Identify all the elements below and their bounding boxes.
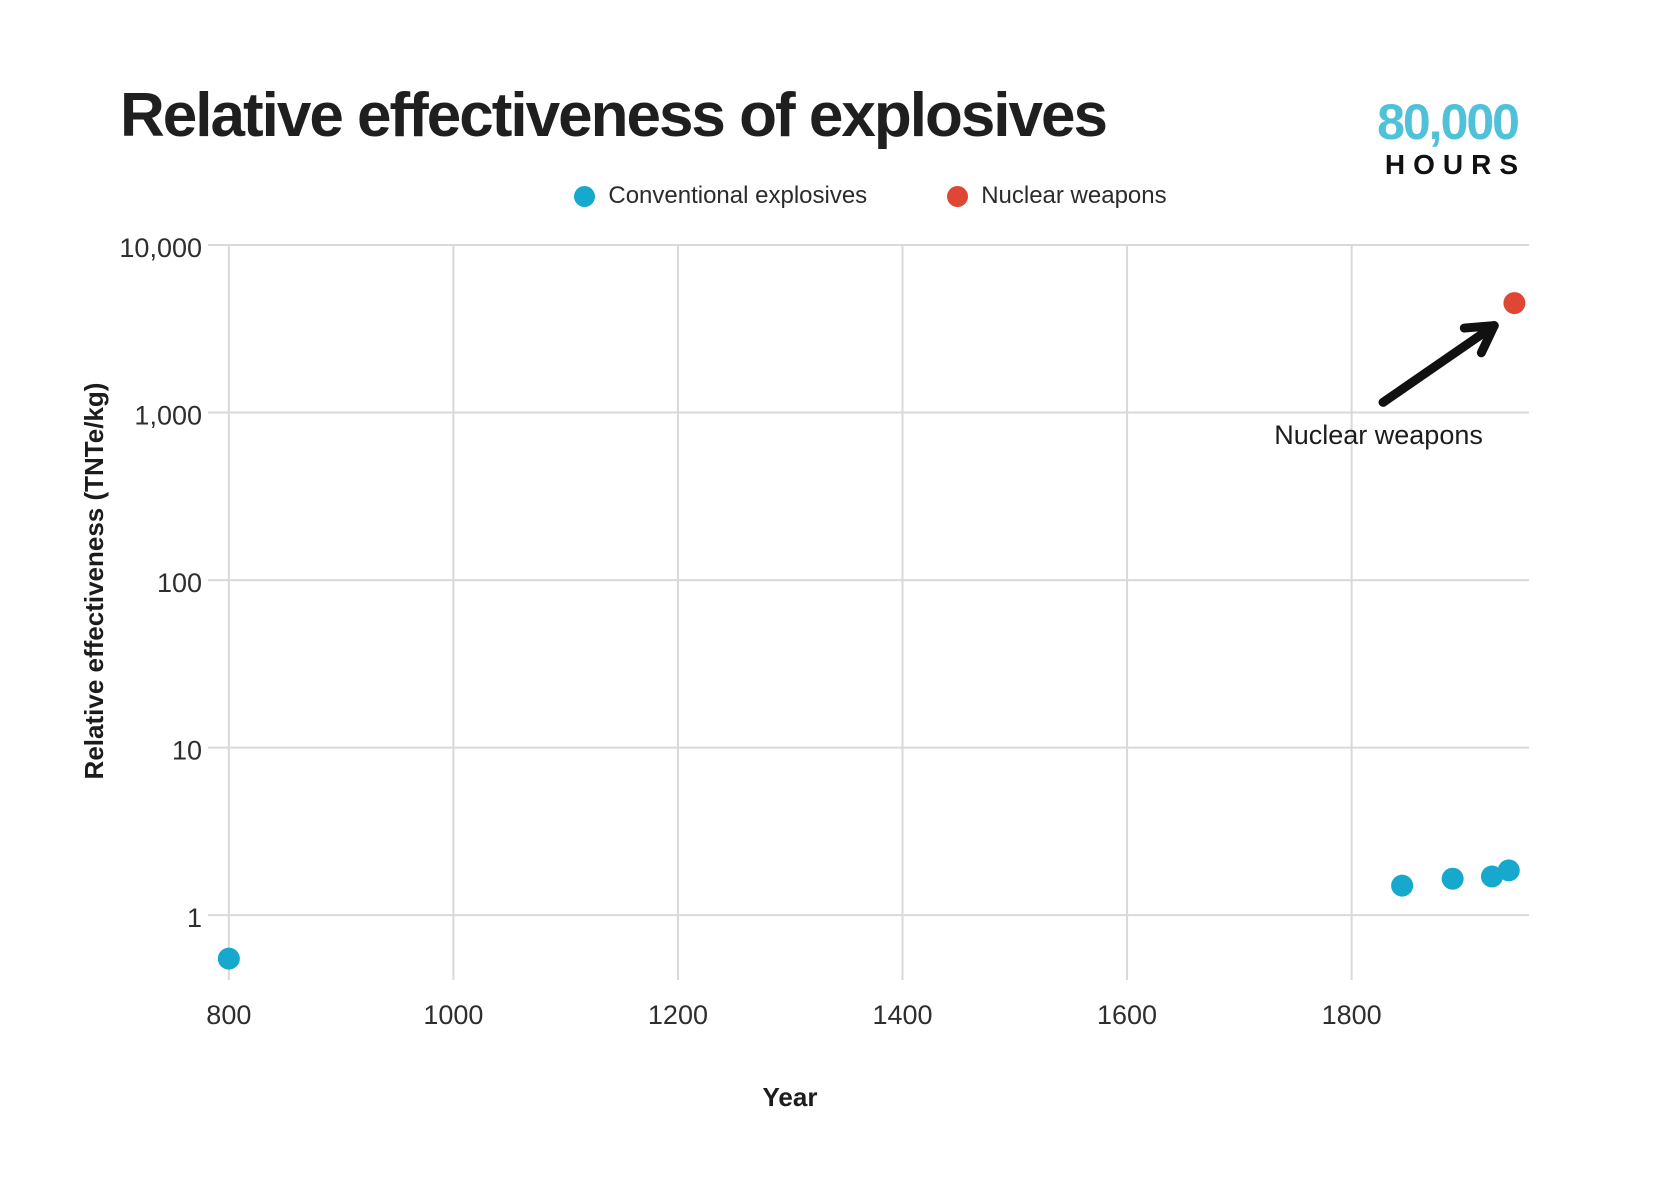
y-tick-label: 10,000	[119, 233, 202, 263]
legend-label: Conventional explosives	[608, 182, 868, 209]
annotation-label: Nuclear weapons	[1274, 420, 1483, 450]
logo-80000-text: 80,000	[1377, 94, 1520, 150]
annotation-arrowhead-icon	[1459, 321, 1499, 333]
80000-hours-logo: 80,000 HOURS	[1377, 94, 1520, 181]
chart-title: Relative effectiveness of explosives	[120, 81, 1108, 150]
data-point-conventional-explosives	[1391, 874, 1414, 897]
annotation-arrow-shaft	[1378, 321, 1499, 407]
logo-hours-text: HOURS	[1384, 148, 1526, 180]
data-point-nuclear-weapons	[1503, 292, 1526, 315]
x-tick-label: 1800	[1322, 1000, 1382, 1030]
x-tick-label: 1600	[1097, 1000, 1157, 1030]
data-point-conventional-explosives	[1441, 867, 1464, 890]
legend-item-conventional-explosives: Conventional explosives	[574, 182, 867, 210]
data-point-conventional-explosives	[1497, 859, 1520, 882]
legend-item-nuclear-weapons: Nuclear weapons	[947, 182, 1167, 210]
y-tick-label: 10	[172, 736, 202, 766]
y-tick-label: 1	[187, 903, 202, 933]
data-point-conventional-explosives	[217, 947, 240, 970]
data-point-conventional-explosives	[1480, 865, 1503, 888]
y-tick-label: 1,000	[134, 401, 202, 431]
x-tick-label: 1000	[423, 1000, 483, 1030]
x-tick-label: 1400	[872, 1000, 932, 1030]
y-tick-label: 100	[157, 568, 202, 598]
chart-legend: Conventional explosives Nuclear weapons	[212, 182, 1529, 210]
x-axis-title: Year	[763, 1082, 818, 1112]
legend-dot-icon	[947, 185, 969, 207]
legend-label: Nuclear weapons	[981, 182, 1167, 209]
legend-dot-icon	[574, 185, 596, 207]
x-tick-label: 1200	[648, 1000, 708, 1030]
x-tick-label: 800	[206, 1000, 251, 1030]
y-axis-title: Relative effectiveness (TNTe/kg)	[79, 383, 109, 780]
